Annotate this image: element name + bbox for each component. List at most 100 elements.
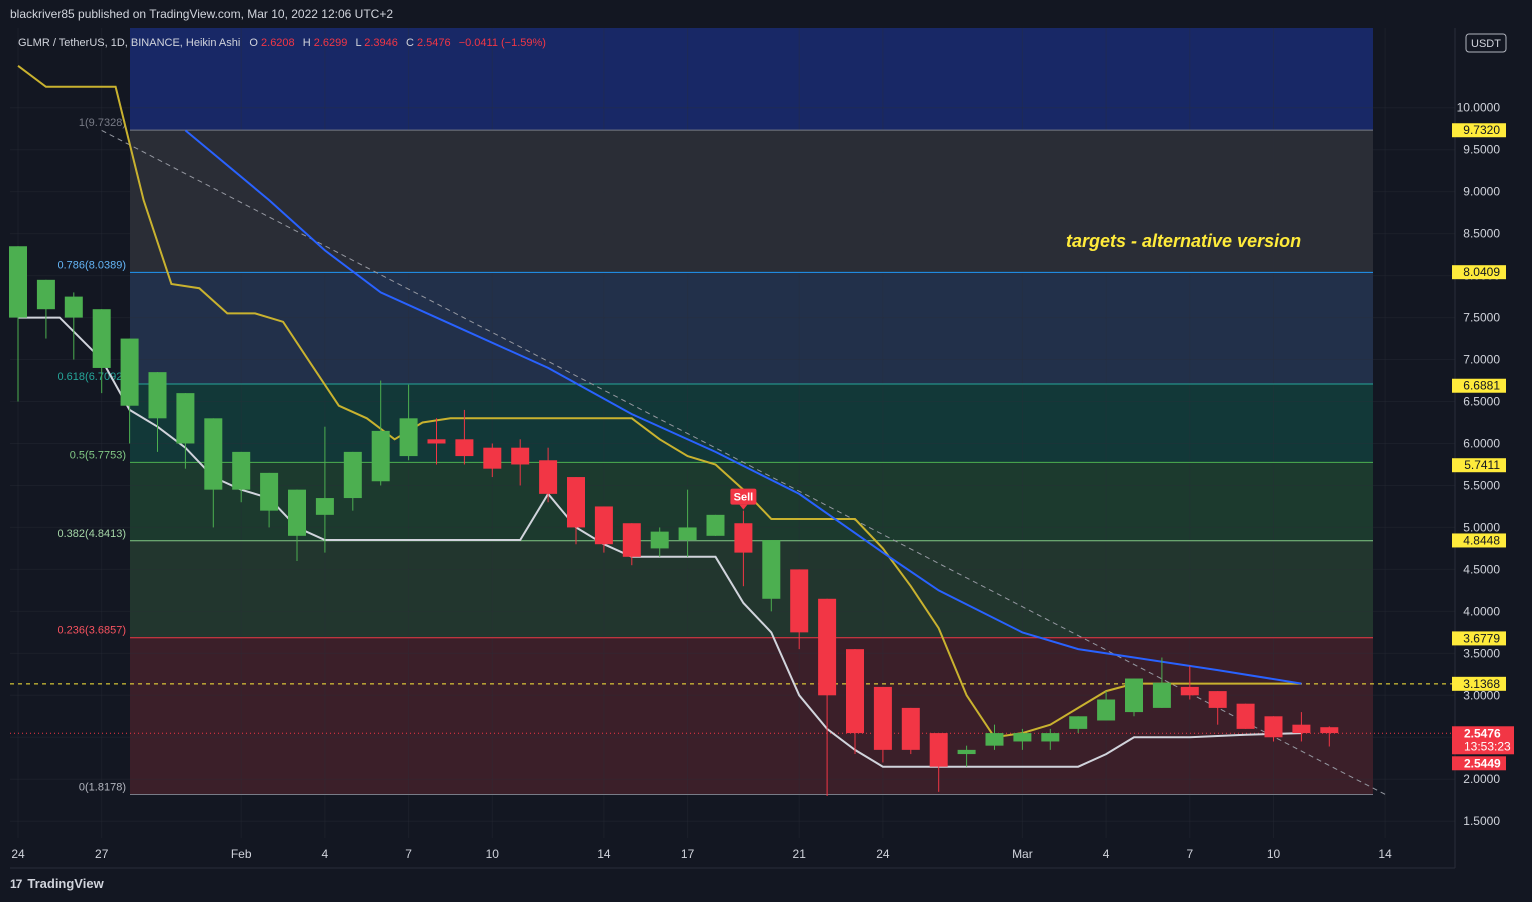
candle-body [539, 460, 558, 494]
time-axis: 24 27 Feb 4 7 10 14 17 21 24 Mar 4 7 10 14 [10, 847, 1455, 869]
candle-body [622, 523, 641, 557]
legend-low: 2.3946 [364, 37, 398, 49]
second-price-box [1452, 756, 1506, 771]
candle-body [1292, 724, 1311, 734]
last-price-box [1452, 726, 1514, 755]
currency-label: USDT [1471, 38, 1501, 50]
candle-body [846, 649, 864, 734]
candle-body [427, 439, 446, 444]
price-label: 8.0409 [1463, 265, 1500, 279]
time-tick-label: 17 [681, 847, 695, 861]
price-tick-label: 3.0000 [1463, 688, 1500, 702]
fib-band [130, 272, 1373, 384]
price-tick-label: 4.0000 [1463, 604, 1500, 618]
candle-body [343, 451, 362, 499]
fib-label: 1(9.7328) [79, 117, 126, 129]
legend-change: −0.0411 (−1.59%) [459, 37, 546, 49]
price-tick-label: 4.5000 [1463, 562, 1500, 576]
candle-body [455, 439, 474, 457]
fib-band [130, 637, 1373, 795]
price-label: 4.8448 [1463, 533, 1500, 547]
tradingview-logo-icon: 17 [10, 876, 22, 891]
candle-body [1320, 727, 1339, 734]
publisher-info: blackriver85 published on TradingView.co… [10, 7, 393, 21]
candle-body [650, 531, 669, 549]
fib-label: 0.5(5.7753) [70, 449, 126, 461]
candle-body [901, 707, 920, 750]
time-tick-label: 24 [11, 847, 25, 861]
price-tick-label: 10.0000 [1457, 101, 1501, 115]
time-tick-label: 7 [1186, 847, 1193, 861]
second-price-label: 2.5449 [1464, 756, 1501, 770]
candle-body [176, 393, 195, 444]
candle-body [1097, 699, 1116, 721]
tradingview-logo[interactable]: 17 TradingView [10, 876, 104, 891]
time-tick-label: 24 [876, 847, 890, 861]
price-tick-label: 8.5000 [1463, 227, 1500, 241]
price-label: 3.6779 [1463, 631, 1500, 645]
candle-body [985, 733, 1004, 746]
candle-body [92, 309, 111, 368]
price-tick-label: 1.5000 [1463, 814, 1500, 828]
candle-body [1180, 686, 1199, 696]
candle-body [929, 733, 948, 767]
sell-signal-box [730, 488, 757, 505]
price-tick-label: 9.5000 [1463, 143, 1500, 157]
candle-body [1264, 716, 1283, 738]
price-label: 5.7411 [1464, 458, 1500, 472]
moving-average-blue [184, 129, 1302, 685]
time-tick-label: 10 [1267, 847, 1281, 861]
time-tick-label: Feb [231, 847, 252, 861]
tradingview-logo-text: TradingView [27, 876, 104, 891]
candle-body [371, 430, 390, 482]
legend-symbol: GLMR / TetherUS, 1D, BINANCE, Heikin Ash… [18, 37, 240, 49]
candle-body [148, 372, 167, 419]
candle-body [232, 451, 251, 490]
last-price-label: 2.5476 [1464, 726, 1501, 740]
candle-body [483, 447, 502, 469]
fib-label: 0(1.8178) [79, 782, 126, 794]
currency-button[interactable]: USDT [1465, 33, 1507, 53]
candle-body [36, 279, 55, 310]
time-tick-label: 27 [95, 847, 109, 861]
price-tick-label: 9.0000 [1463, 185, 1500, 199]
candle-body [288, 489, 306, 536]
candle-body [790, 569, 809, 633]
fib-label: 0.786(8.0389) [58, 259, 127, 271]
price-axis: 1.50002.00002.50003.00003.50004.00004.50… [1452, 28, 1514, 868]
candle-body [1125, 678, 1143, 713]
candle-body [1013, 733, 1032, 742]
price-label-box [1452, 458, 1506, 473]
moving-average-yellow [17, 65, 1302, 739]
candle-body [1069, 716, 1088, 729]
price-label-box [1452, 265, 1506, 280]
price-tick-label: 7.0000 [1463, 353, 1500, 367]
time-tick-label: 21 [793, 847, 807, 861]
candles [9, 246, 1339, 797]
price-label-box [1452, 123, 1506, 138]
price-tick-label: 3.5000 [1463, 646, 1500, 660]
time-tick-label: 14 [597, 847, 611, 861]
candle-body [706, 514, 725, 536]
legend-high-label: H [303, 37, 311, 49]
fib-bands [130, 28, 1373, 795]
targets-annotation: targets - alternative version [1066, 231, 1301, 251]
price-label-box [1452, 378, 1506, 393]
fib-band [130, 540, 1373, 638]
legend-open-label: O [249, 37, 258, 49]
price-label: 9.7320 [1463, 123, 1500, 137]
legend-high: 2.6299 [314, 37, 348, 49]
legend-low-label: L [355, 37, 361, 49]
price-tick-label: 2.0000 [1463, 772, 1500, 786]
candle-body [873, 686, 892, 750]
candle-body [120, 338, 139, 406]
candle-body [64, 296, 83, 318]
candle-body [511, 447, 530, 465]
grid-lines [10, 28, 1455, 838]
candle-body [678, 527, 697, 541]
price-label-box [1452, 631, 1506, 646]
fib-band [130, 130, 1373, 273]
candle-body [567, 477, 585, 528]
candle-body [762, 540, 781, 599]
